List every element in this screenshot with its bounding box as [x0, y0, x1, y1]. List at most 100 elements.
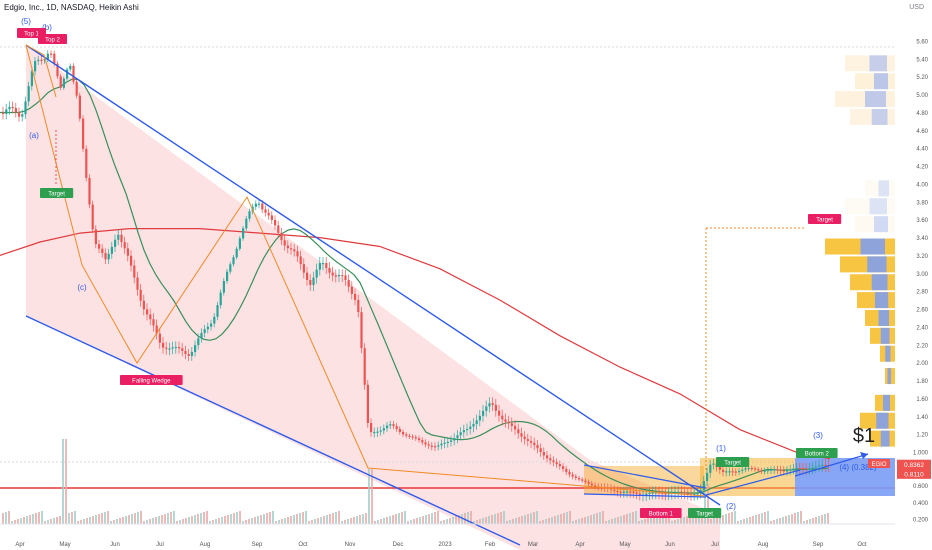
x-tick-label: 2023 [438, 542, 452, 548]
candle-body [296, 251, 299, 257]
volume-bar [14, 520, 16, 524]
candle-body [389, 424, 392, 426]
candle-body [728, 471, 731, 473]
volume-bar [620, 516, 622, 524]
y-tick-label: 4.20 [916, 165, 928, 171]
candle-body [773, 469, 776, 471]
candle-body [200, 332, 203, 339]
volume-bar [455, 516, 457, 524]
volume-bar [521, 516, 523, 524]
volume-bar [728, 513, 730, 524]
volume-bar [26, 516, 28, 524]
volume-bar [302, 512, 304, 524]
candle-body [270, 215, 273, 220]
volume-bar [53, 518, 55, 524]
volume-bar [434, 512, 436, 524]
candles [2, 50, 830, 502]
volume-bar [404, 511, 406, 524]
volume-bar [266, 513, 268, 524]
candle-body [43, 59, 46, 61]
volume-bar [758, 514, 760, 524]
candle-body [261, 203, 264, 210]
volume-bar [32, 514, 34, 524]
candle-body [229, 264, 232, 272]
volume-bar [155, 517, 157, 524]
candle-body [475, 420, 478, 424]
candle-body [338, 274, 341, 277]
candle-body [814, 466, 817, 468]
volume-bar [773, 520, 775, 524]
volume-bar [545, 519, 547, 524]
volume-bar [362, 514, 364, 524]
volume-bar [767, 511, 769, 524]
candle-body [498, 410, 501, 416]
volume-bar [530, 513, 532, 524]
candle-body [450, 440, 453, 442]
candle-body [267, 212, 270, 216]
candle-body [21, 114, 24, 117]
y-tick-label: 2.80 [916, 290, 928, 296]
x-tick-label: Jul [156, 542, 164, 548]
y-tick-label: 1.60 [916, 397, 928, 403]
candle-body [34, 61, 37, 72]
candle-body [405, 434, 408, 436]
volume-bar [212, 520, 214, 524]
candle-body [66, 69, 69, 79]
candle-body [725, 471, 728, 473]
currency-label: USD [909, 4, 924, 11]
x-tick-label: May [619, 542, 630, 548]
candle-body [53, 53, 56, 64]
price-target-text: $1 [853, 425, 875, 447]
volume-bar [542, 520, 544, 524]
breakout-line [705, 469, 801, 496]
volume-bar [65, 439, 67, 524]
candle-body [222, 281, 225, 293]
volume-bar [485, 517, 487, 524]
candle-body [610, 488, 613, 490]
candle-body [162, 342, 165, 348]
candle-body [818, 465, 821, 467]
candle-body [395, 426, 398, 429]
volume-bar [137, 512, 139, 524]
volume-bar [443, 520, 445, 524]
volume-bar [743, 519, 745, 524]
annotation-tag-green: Bottom 2 [805, 452, 830, 458]
candle-body [613, 489, 616, 491]
volume-bar [47, 520, 49, 524]
x-tick-label: Aug [200, 542, 211, 548]
candle-body [46, 53, 49, 60]
volume-bar [68, 513, 70, 524]
candle-body [136, 277, 139, 290]
candle-body [350, 286, 353, 294]
candle-body [331, 272, 334, 276]
volume-bar [239, 511, 241, 524]
volume-bar [581, 518, 583, 524]
candle-body [622, 491, 625, 493]
volume-bar [215, 519, 217, 524]
volume-bar [737, 521, 739, 524]
candle-body [514, 425, 517, 430]
candle-body [216, 305, 219, 317]
candle-body [459, 432, 462, 436]
volume-bar [683, 517, 685, 524]
candle-body [347, 280, 350, 287]
volume-bar [107, 511, 109, 524]
volume-bar [344, 520, 346, 524]
candle-body [312, 277, 315, 286]
volume-bar [74, 511, 76, 524]
volume-bar [77, 521, 79, 524]
chart-title: Edgio, Inc., 1D, NASDAQ, Heikin Ashi [4, 3, 139, 12]
y-tick-label: 2.60 [916, 308, 928, 314]
moving-average-short [0, 78, 829, 494]
volume-bar [578, 519, 580, 524]
volume-bar [83, 519, 85, 524]
volume-bar [548, 518, 550, 524]
x-tick-label: Apr [575, 542, 584, 548]
volume-bar [62, 439, 64, 524]
candle-body [328, 267, 331, 273]
candle-body [286, 245, 289, 249]
volume-bar [341, 521, 343, 524]
volume-profile-row [855, 216, 895, 233]
volume-bar [179, 520, 181, 524]
